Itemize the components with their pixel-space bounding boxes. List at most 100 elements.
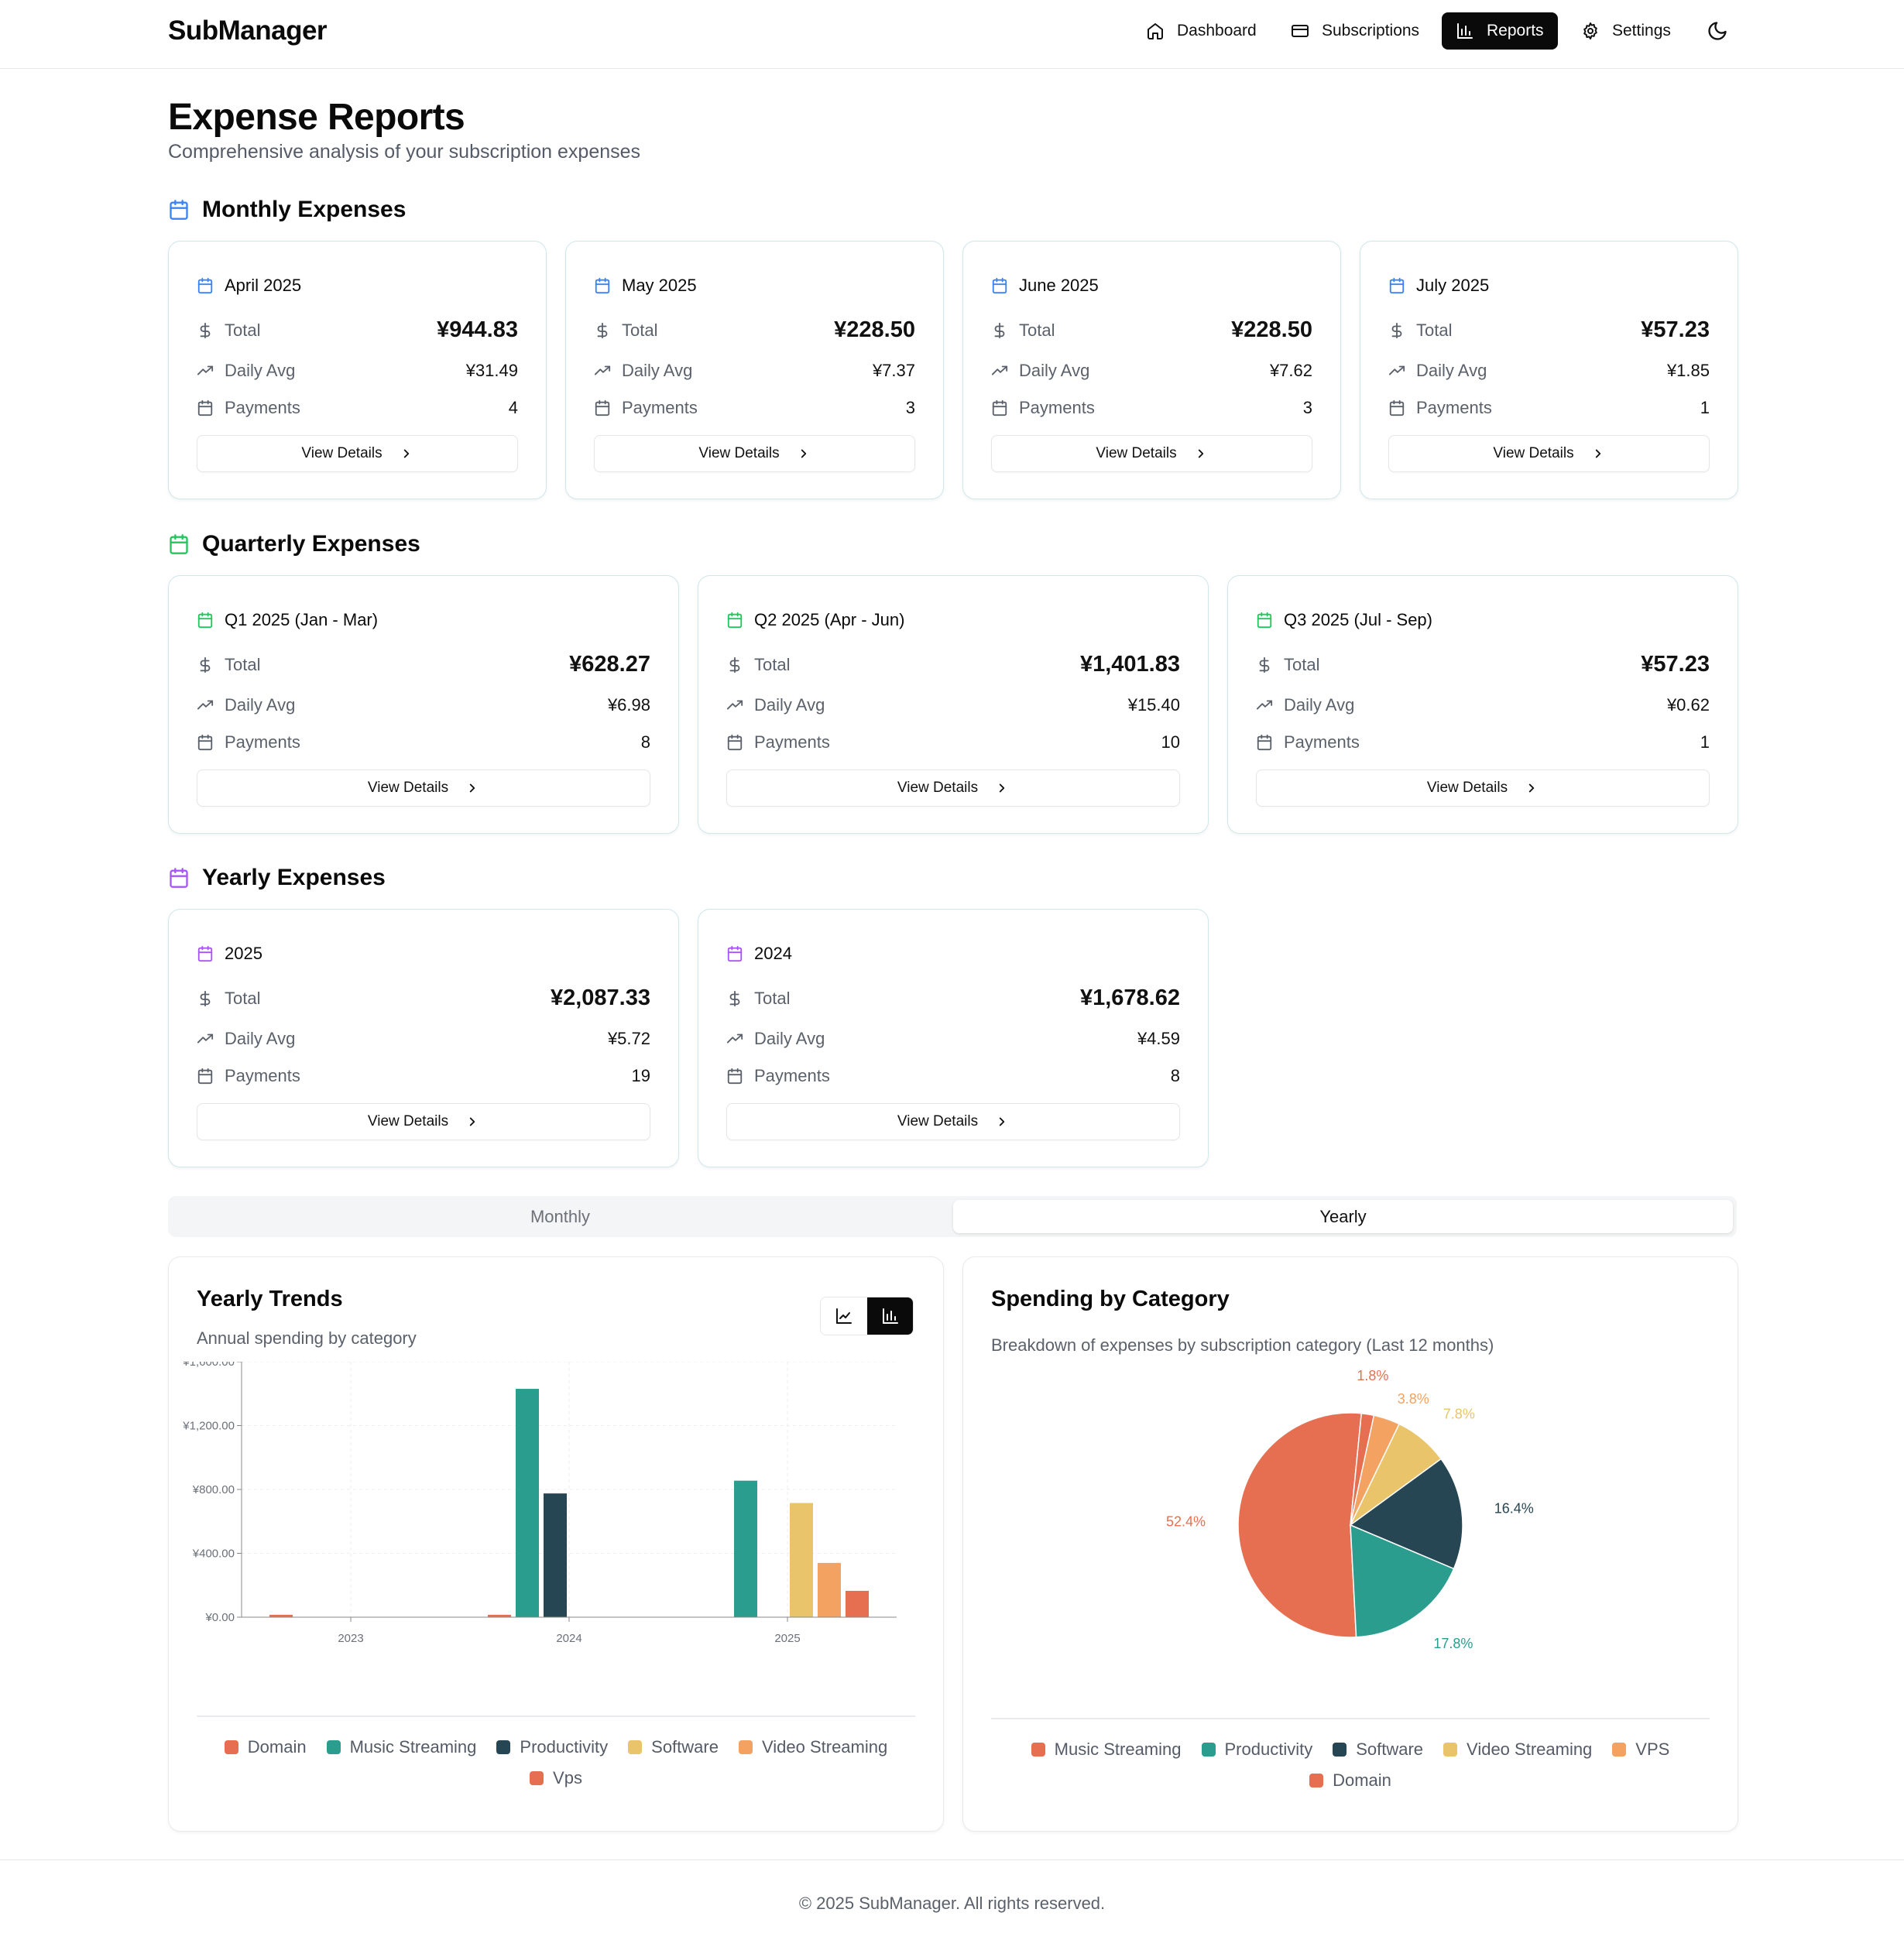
legend-label: Domain bbox=[247, 1737, 307, 1757]
x-tick-label: 2024 bbox=[556, 1632, 581, 1645]
chevron-right-icon bbox=[797, 447, 811, 461]
legend-item[interactable]: Music Streaming bbox=[1031, 1739, 1182, 1760]
quarterly-section-title: Quarterly Expenses bbox=[168, 531, 420, 557]
legend-item[interactable]: Video Streaming bbox=[738, 1737, 887, 1757]
view-details-button[interactable]: View Details bbox=[197, 769, 650, 807]
legend-swatch bbox=[1309, 1774, 1324, 1787]
total-label: Total bbox=[197, 320, 260, 341]
daily-avg-row: Daily Avg ¥6.98 bbox=[197, 695, 650, 715]
payments-value: 4 bbox=[508, 398, 518, 417]
chevron-right-icon bbox=[995, 781, 1009, 795]
daily-avg-label: Daily Avg bbox=[1256, 695, 1354, 715]
nav-settings[interactable]: Settings bbox=[1567, 12, 1685, 50]
legend-item[interactable]: Vps bbox=[530, 1768, 582, 1788]
daily-avg-row: Daily Avg ¥15.40 bbox=[726, 695, 1180, 715]
trends-subtitle: Annual spending by category bbox=[197, 1328, 417, 1348]
tab-monthly[interactable]: Monthly bbox=[530, 1206, 591, 1226]
legend-item[interactable]: Video Streaming bbox=[1443, 1739, 1592, 1760]
bar-domain bbox=[488, 1614, 511, 1617]
total-label: Total bbox=[1388, 320, 1452, 341]
daily-avg-label-text: Daily Avg bbox=[225, 361, 296, 380]
view-details-button[interactable]: View Details bbox=[726, 1103, 1180, 1140]
period-tabs: Monthly Yearly bbox=[168, 1196, 1737, 1237]
chevron-right-icon bbox=[1194, 447, 1208, 461]
line-chart-button[interactable] bbox=[821, 1297, 867, 1335]
total-label-text: Total bbox=[1019, 320, 1055, 340]
calendar-icon bbox=[197, 277, 214, 294]
payments-label-text: Payments bbox=[622, 398, 698, 417]
yearly-card: 2024 Total ¥1,678.62 Daily Avg ¥4.59 Payments… bbox=[698, 909, 1209, 1167]
brand-logo[interactable]: SubManager bbox=[168, 15, 328, 46]
nav-settings-label: Settings bbox=[1612, 22, 1671, 39]
total-value: ¥944.83 bbox=[437, 317, 518, 342]
legend-swatch bbox=[738, 1740, 753, 1754]
total-label: Total bbox=[197, 655, 260, 675]
pie-slice-label: 1.8% bbox=[1357, 1368, 1388, 1383]
daily-avg-value: ¥1.85 bbox=[1666, 361, 1710, 380]
view-details-label: View Details bbox=[1493, 445, 1574, 461]
moon-icon[interactable] bbox=[1707, 20, 1728, 42]
bar-chart-button[interactable] bbox=[867, 1297, 913, 1335]
category-pie-chart: 52.4% 1.8% 3.8% 7.8% 16.4% 17.8% bbox=[1166, 1368, 1534, 1651]
card-period-label: 2025 bbox=[225, 944, 262, 963]
legend-item[interactable]: Software bbox=[1333, 1739, 1423, 1760]
view-details-button[interactable]: View Details bbox=[726, 769, 1180, 807]
nav-reports[interactable]: Reports bbox=[1442, 12, 1558, 50]
legend-item[interactable]: Software bbox=[628, 1737, 719, 1757]
card-period: July 2025 bbox=[1388, 276, 1489, 296]
legend-item[interactable]: Productivity bbox=[1201, 1739, 1312, 1760]
x-tick-label: 2025 bbox=[774, 1632, 800, 1645]
y-tick-label: ¥1,200.00 bbox=[182, 1420, 235, 1433]
calendar-icon bbox=[170, 200, 188, 220]
total-row: Total ¥1,678.62 bbox=[726, 985, 1180, 1011]
view-details-button[interactable]: View Details bbox=[197, 435, 518, 472]
payments-label-text: Payments bbox=[225, 732, 300, 752]
nav-subscriptions[interactable]: Subscriptions bbox=[1277, 12, 1433, 50]
legend-item[interactable]: Music Streaming bbox=[326, 1737, 476, 1757]
chart-type-toggle bbox=[820, 1297, 914, 1335]
card-period-label: Q2 2025 (Apr - Jun) bbox=[754, 610, 905, 629]
calendar-icon bbox=[197, 1068, 214, 1085]
legend-label: Vps bbox=[553, 1768, 582, 1787]
daily-avg-row: Daily Avg ¥5.72 bbox=[197, 1029, 650, 1049]
view-details-button[interactable]: View Details bbox=[1256, 769, 1710, 807]
daily-avg-row: Daily Avg ¥7.62 bbox=[991, 361, 1312, 381]
monthly-section-label: Monthly Expenses bbox=[202, 197, 407, 222]
dollar-icon bbox=[726, 990, 743, 1007]
chevron-right-icon bbox=[400, 447, 413, 461]
home-icon bbox=[1148, 23, 1163, 39]
calendar-icon bbox=[197, 399, 214, 416]
calendar-icon bbox=[1388, 399, 1405, 416]
daily-avg-label-text: Daily Avg bbox=[754, 1029, 825, 1048]
pie-slice-label: 16.4% bbox=[1494, 1501, 1534, 1517]
card-period-label: Q1 2025 (Jan - Mar) bbox=[225, 610, 379, 629]
legend-item[interactable]: VPS bbox=[1612, 1739, 1669, 1760]
daily-avg-label-text: Daily Avg bbox=[1019, 361, 1090, 380]
dollar-icon bbox=[991, 322, 1008, 339]
bar-vps bbox=[846, 1590, 869, 1617]
view-details-label: View Details bbox=[1096, 445, 1177, 461]
daily-avg-row: Daily Avg ¥1.85 bbox=[1388, 361, 1710, 381]
legend-item[interactable]: Domain bbox=[1309, 1770, 1391, 1791]
daily-avg-label: Daily Avg bbox=[197, 695, 295, 715]
tab-yearly[interactable]: Yearly bbox=[953, 1200, 1733, 1233]
pie-slice-label: 3.8% bbox=[1398, 1391, 1429, 1407]
legend-swatch bbox=[496, 1740, 511, 1754]
card-period: 2024 bbox=[726, 944, 792, 964]
total-row: Total ¥228.50 bbox=[594, 317, 915, 343]
view-details-button[interactable]: View Details bbox=[991, 435, 1312, 472]
bar-software bbox=[790, 1503, 813, 1617]
view-details-button[interactable]: View Details bbox=[197, 1103, 650, 1140]
nav-dashboard[interactable]: Dashboard bbox=[1132, 12, 1271, 50]
legend-item[interactable]: Productivity bbox=[496, 1737, 608, 1757]
legend-label: Music Streaming bbox=[1054, 1739, 1182, 1759]
view-details-button[interactable]: View Details bbox=[1388, 435, 1710, 472]
quarterly-card: Q3 2025 (Jul - Sep) Total ¥57.23 Daily Avg ¥… bbox=[1227, 575, 1738, 834]
total-label: Total bbox=[991, 320, 1055, 341]
total-value: ¥1,678.62 bbox=[1079, 985, 1180, 1010]
payments-label: Payments bbox=[197, 1066, 300, 1086]
payments-label: Payments bbox=[594, 398, 698, 418]
view-details-button[interactable]: View Details bbox=[594, 435, 915, 472]
monthly-card: July 2025 Total ¥57.23 Daily Avg ¥1.85 Paymen… bbox=[1360, 241, 1738, 499]
legend-item[interactable]: Domain bbox=[224, 1737, 307, 1757]
